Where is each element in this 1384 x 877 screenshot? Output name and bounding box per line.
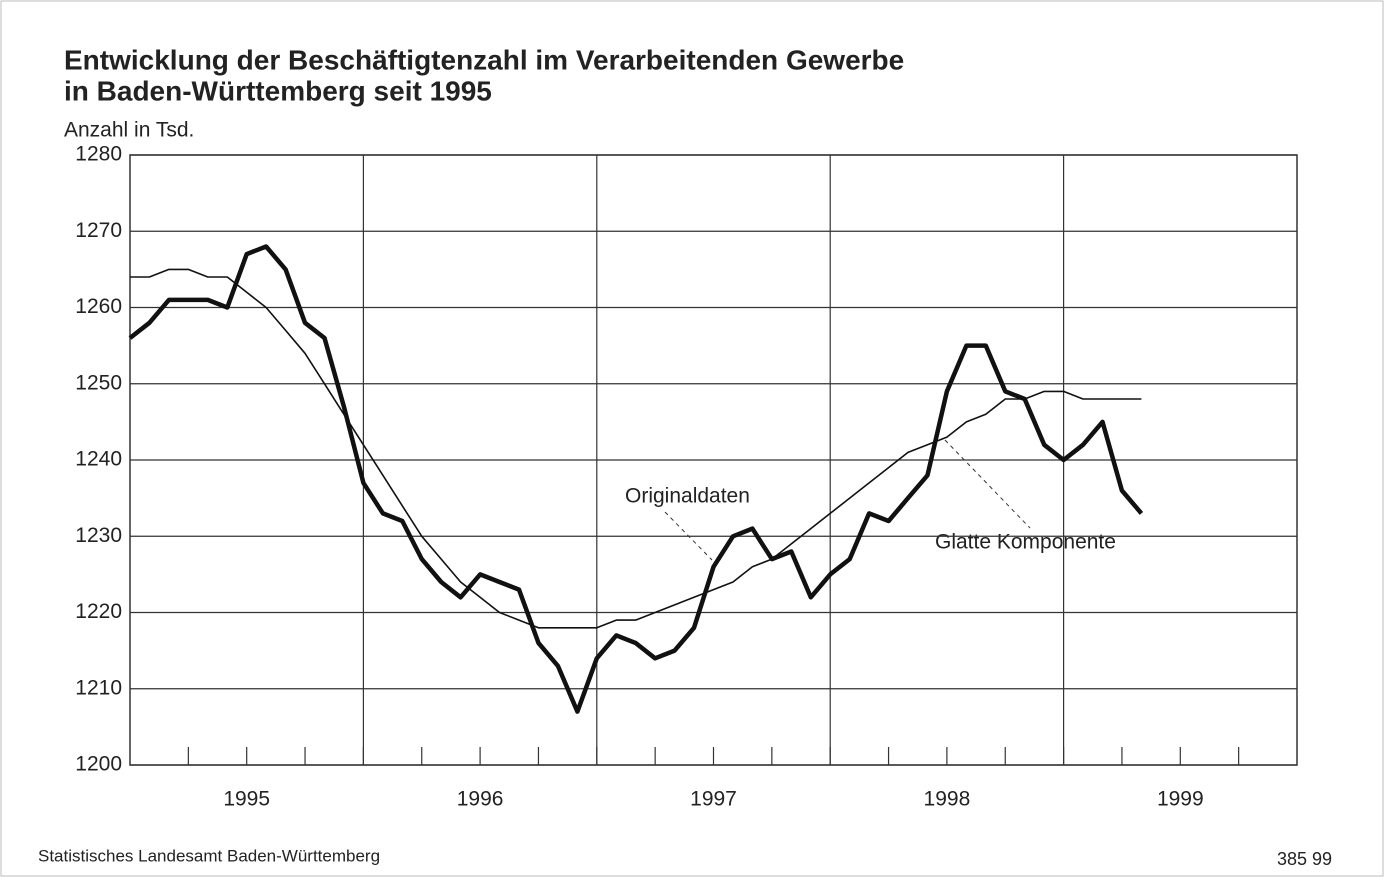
- y-axis-label: Anzahl in Tsd.: [64, 119, 194, 142]
- y-tick-label: 1250: [75, 371, 122, 394]
- x-tick-label: 1999: [1157, 788, 1204, 811]
- x-tick-label: 1997: [690, 788, 737, 811]
- y-tick-label: 1220: [75, 600, 122, 623]
- code: 385 99: [1277, 849, 1332, 869]
- chart-title: Entwicklung der Beschäftigtenzahl im Ver…: [64, 44, 904, 75]
- chart-title: in Baden-Württemberg seit 1995: [64, 75, 492, 106]
- source: Statistisches Landesamt Baden-Württember…: [38, 846, 380, 865]
- x-tick-label: 1996: [457, 788, 504, 811]
- plot-frame: [129, 154, 1298, 766]
- leader-line: [944, 439, 1031, 529]
- y-tick-label: 1240: [75, 448, 122, 471]
- y-tick-label: 1200: [75, 753, 122, 776]
- y-tick-label: 1230: [75, 524, 122, 547]
- series-line: [128, 244, 1144, 714]
- annotation: Originaldaten: [625, 485, 750, 508]
- y-tick-label: 1270: [75, 219, 122, 242]
- x-tick-label: 1995: [223, 788, 270, 811]
- y-tick-label: 1210: [75, 676, 122, 699]
- y-tick-label: 1280: [75, 143, 122, 166]
- x-tick-label: 1998: [924, 788, 971, 811]
- annotation: Glatte Komponente: [935, 531, 1116, 554]
- y-tick-label: 1260: [75, 295, 122, 318]
- series-line: [130, 268, 1142, 629]
